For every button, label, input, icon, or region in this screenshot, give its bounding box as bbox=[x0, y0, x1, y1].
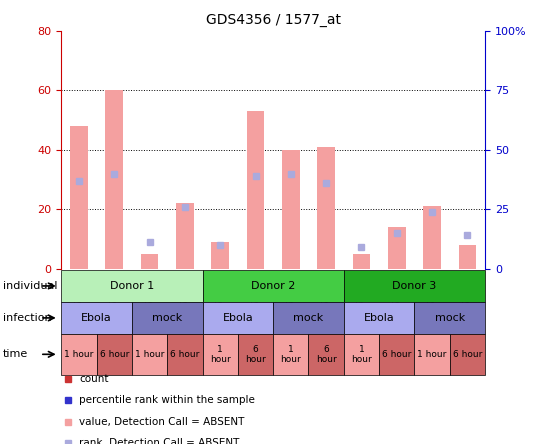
Bar bbox=[415, 302, 485, 334]
Bar bbox=[61, 270, 203, 302]
Text: Donor 3: Donor 3 bbox=[392, 281, 437, 291]
Text: Ebola: Ebola bbox=[222, 313, 253, 323]
Bar bbox=[309, 334, 344, 375]
Bar bbox=[106, 91, 123, 269]
Bar bbox=[70, 126, 88, 269]
Bar bbox=[450, 334, 485, 375]
Bar bbox=[61, 334, 96, 375]
Bar bbox=[96, 334, 132, 375]
Bar bbox=[282, 150, 300, 269]
Text: rank, Detection Call = ABSENT: rank, Detection Call = ABSENT bbox=[79, 438, 239, 444]
Bar bbox=[388, 227, 406, 269]
Bar bbox=[247, 111, 264, 269]
Text: Ebola: Ebola bbox=[81, 313, 112, 323]
Text: 6 hour: 6 hour bbox=[170, 350, 199, 359]
Text: 6 hour: 6 hour bbox=[100, 350, 129, 359]
Text: 1 hour: 1 hour bbox=[135, 350, 164, 359]
Text: mock: mock bbox=[434, 313, 465, 323]
Text: 6 hour: 6 hour bbox=[382, 350, 411, 359]
Bar bbox=[353, 254, 370, 269]
Text: Donor 1: Donor 1 bbox=[110, 281, 154, 291]
Bar bbox=[238, 334, 273, 375]
Bar bbox=[344, 302, 415, 334]
Text: 6 hour: 6 hour bbox=[453, 350, 482, 359]
Bar bbox=[212, 242, 229, 269]
Text: 1
hour: 1 hour bbox=[280, 345, 301, 364]
Bar bbox=[317, 147, 335, 269]
Title: GDS4356 / 1577_at: GDS4356 / 1577_at bbox=[206, 13, 341, 27]
Text: time: time bbox=[3, 349, 28, 359]
Text: 6
hour: 6 hour bbox=[316, 345, 336, 364]
Bar bbox=[132, 334, 167, 375]
Text: count: count bbox=[79, 374, 108, 384]
Bar bbox=[132, 302, 203, 334]
Bar bbox=[203, 334, 238, 375]
Bar bbox=[203, 302, 273, 334]
Bar bbox=[61, 302, 132, 334]
Bar bbox=[141, 254, 158, 269]
Bar bbox=[176, 203, 193, 269]
Text: 1 hour: 1 hour bbox=[417, 350, 447, 359]
Bar bbox=[344, 334, 379, 375]
Bar bbox=[273, 334, 309, 375]
Bar bbox=[344, 270, 485, 302]
Bar bbox=[273, 302, 344, 334]
Text: Ebola: Ebola bbox=[364, 313, 394, 323]
Bar bbox=[379, 334, 415, 375]
Text: Donor 2: Donor 2 bbox=[251, 281, 295, 291]
Text: 1 hour: 1 hour bbox=[64, 350, 94, 359]
Text: value, Detection Call = ABSENT: value, Detection Call = ABSENT bbox=[79, 417, 244, 427]
Bar bbox=[458, 245, 476, 269]
Text: mock: mock bbox=[293, 313, 324, 323]
Bar bbox=[203, 270, 344, 302]
Text: mock: mock bbox=[152, 313, 182, 323]
Text: 6
hour: 6 hour bbox=[245, 345, 266, 364]
Text: percentile rank within the sample: percentile rank within the sample bbox=[79, 396, 255, 405]
Text: 1
hour: 1 hour bbox=[210, 345, 231, 364]
Bar bbox=[415, 334, 450, 375]
Bar bbox=[167, 334, 203, 375]
Text: 1
hour: 1 hour bbox=[351, 345, 372, 364]
Bar bbox=[423, 206, 441, 269]
Text: individual: individual bbox=[3, 281, 57, 291]
Text: infection: infection bbox=[3, 313, 51, 323]
